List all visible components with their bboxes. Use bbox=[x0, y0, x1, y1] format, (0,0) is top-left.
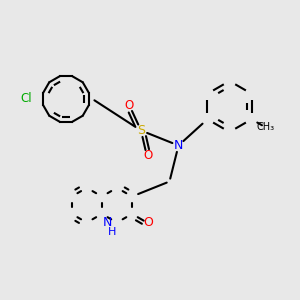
Text: N: N bbox=[174, 139, 183, 152]
Text: CH₃: CH₃ bbox=[257, 122, 275, 133]
Text: O: O bbox=[124, 99, 134, 112]
Text: O: O bbox=[144, 149, 153, 162]
Text: N: N bbox=[103, 216, 112, 229]
Text: H: H bbox=[108, 226, 117, 237]
Text: O: O bbox=[144, 216, 153, 229]
Text: Cl: Cl bbox=[20, 92, 32, 106]
Text: S: S bbox=[137, 124, 145, 137]
